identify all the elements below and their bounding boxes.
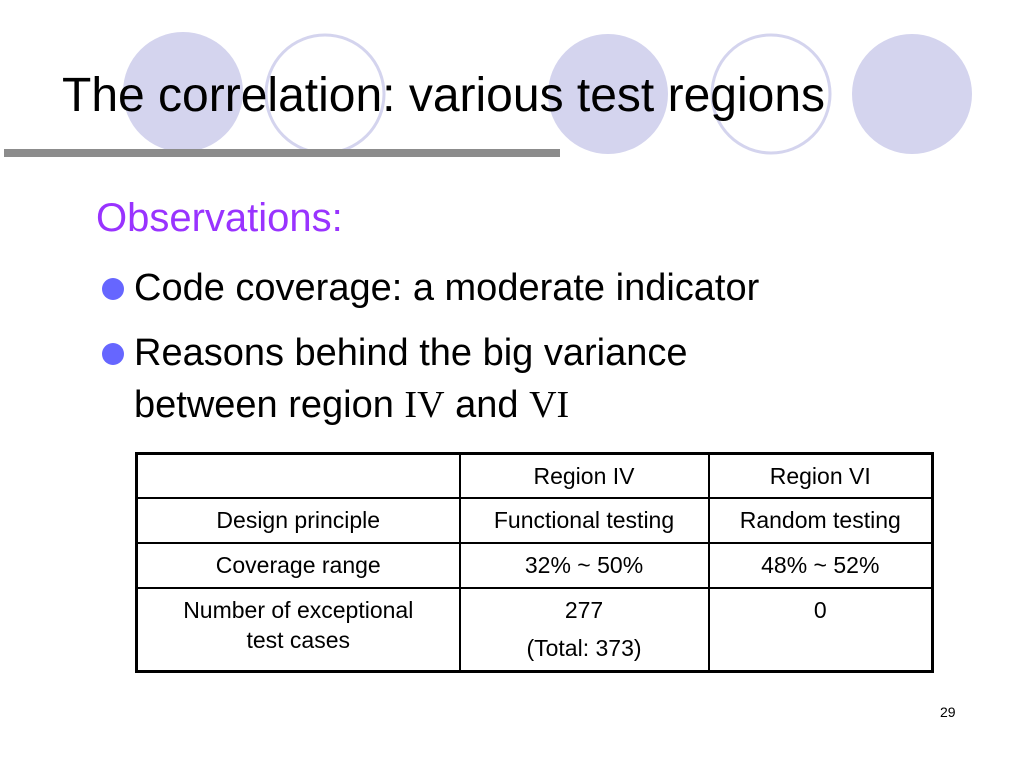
bullet-text: Code coverage: a moderate indicator [134,267,760,309]
row-label-line-1: Number of exceptional [183,596,414,623]
table-cell: 32% ~ 50% [458,541,710,589]
table-cell: Functional testing [458,496,710,544]
header-cell-region-vi: Region VI [707,452,934,499]
title-underline [4,149,560,157]
table-cell: 48% ~ 52% [707,541,934,589]
table-row: Design principle Functional testing Rand… [135,496,934,544]
row-label: Design principle [135,496,461,544]
circle-filled-1 [123,32,243,152]
row-label: Coverage range [135,541,461,589]
header-cell-region-iv: Region IV [458,452,710,499]
table-row: Number of exceptional test cases 277 (To… [135,586,934,673]
bullet-connector: and [444,384,530,426]
region-vi-label: VI [529,384,570,426]
header-cell-empty [135,452,461,499]
bullet-text: Reasons behind the big variance between … [134,327,688,431]
decorative-circles [123,32,972,155]
row-label-line-2: test cases [246,626,351,653]
circle-filled-2 [548,34,668,154]
slide-title: The correlation: various test regions [62,69,826,122]
cell-line-2: (Total: 373) [526,634,642,661]
table-cell: 0 [707,586,934,673]
bullet-line-2-prefix: between region [134,384,405,426]
circle-filled-3 [852,34,972,154]
table-cell: 277 (Total: 373) [458,586,710,673]
observations-heading: Observations: [96,196,343,240]
table-cell: Random testing [707,496,934,544]
region-iv-label: IV [404,384,445,426]
slide-page-number: 29 [940,704,956,720]
comparison-table: Region IV Region VI Design principle Fun… [135,452,934,673]
cell-line-1: 277 [564,596,604,623]
table-row: Coverage range 32% ~ 50% 48% ~ 52% [135,541,934,589]
bullet-line-1: Reasons behind the big variance [134,332,688,374]
table-header-row: Region IV Region VI [135,452,934,499]
circle-outline-2 [710,33,832,155]
row-label: Number of exceptional test cases [135,586,461,673]
bullet-dot-icon [102,343,124,365]
bullet-dot-icon [102,278,124,300]
